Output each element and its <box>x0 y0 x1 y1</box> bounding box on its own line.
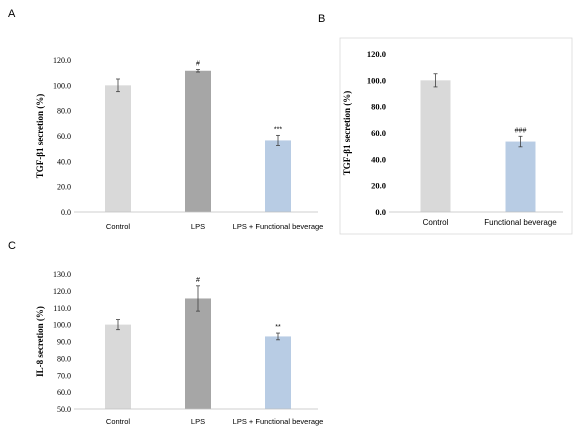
panel-c-category-label: LPS + Functional beverage <box>233 417 324 426</box>
panel-a-bar <box>265 140 291 212</box>
panel-b-y-axis-label: TGF-β1 secretion (%) <box>342 91 352 176</box>
panel-b-error-bar <box>433 73 438 88</box>
panel-label-c: C <box>8 240 16 252</box>
panel-a-ytick-label: 40.0 <box>57 157 71 166</box>
panel-a-ytick-label: 100.0 <box>53 81 71 90</box>
chart-panel-c: 50.0 60.0 70.0 80.0 90.0 100.0 110.0 120.0 130.0… <box>35 270 323 426</box>
panel-b-frame <box>339 37 573 235</box>
panel-b-error-bar <box>518 135 523 148</box>
panel-c-error-bar <box>116 319 120 331</box>
panel-a-ytick-label: 0.0 <box>61 208 71 217</box>
panel-c-ytick-label: 50.0 <box>57 405 71 414</box>
panel-c-significance-mark: # <box>196 277 200 284</box>
panel-b-ytick-label: 0.0 <box>375 207 386 217</box>
panel-b-ytick-label: 20.0 <box>371 181 386 191</box>
panel-a-error-bar <box>116 78 120 93</box>
panel-b-significance-mark: ### <box>515 127 527 134</box>
panel-a-y-axis-label: TGF-β1 secretion (%) <box>35 94 45 179</box>
panel-a-category-label: LPS <box>191 222 205 231</box>
panel-b-ytick-label: 100.0 <box>367 75 386 85</box>
panel-a-significance-mark: # <box>196 61 200 68</box>
panel-a-category-label: LPS + Functional beverage <box>233 222 324 231</box>
panel-c-error-bar <box>276 332 280 341</box>
panel-c-bar <box>265 336 291 409</box>
panel-b-ytick-label: 80.0 <box>371 102 386 112</box>
panel-b-category-label: Functional beverage <box>484 218 557 227</box>
panel-c-significance-mark: ** <box>275 324 281 331</box>
panel-a-ytick-label: 60.0 <box>57 132 71 141</box>
panel-c-ytick-label: 90.0 <box>57 338 71 347</box>
panel-a-ytick-label: 120.0 <box>53 56 71 65</box>
panel-a-ytick-label: 20.0 <box>57 183 71 192</box>
chart-panel-a: 0.0 20.0 40.0 60.0 80.0 100.0 120.0 TGF-β1 secr… <box>35 56 323 231</box>
panel-c-category-label: Control <box>106 417 131 426</box>
panel-c-error-bar <box>196 285 200 312</box>
panel-label-b: B <box>318 13 325 25</box>
panel-c-bar <box>105 324 131 409</box>
panel-c-ytick-label: 110.0 <box>53 304 71 313</box>
panel-b-ytick-label: 120.0 <box>367 49 386 59</box>
panel-a-error-bar <box>196 69 200 73</box>
panel-b-category-label: Control <box>423 218 449 227</box>
panel-a-bar <box>105 85 131 212</box>
panel-c-category-label: LPS <box>191 417 205 426</box>
panel-c-ytick-label: 70.0 <box>57 371 71 380</box>
panel-b-bar <box>505 141 536 212</box>
panel-c-ytick-label: 60.0 <box>57 388 71 397</box>
panel-c-ytick-label: 130.0 <box>53 270 71 279</box>
panel-a-category-label: Control <box>106 222 131 231</box>
panel-a-bar <box>185 70 211 213</box>
panel-c-bar <box>185 298 211 409</box>
panel-label-a: A <box>8 8 16 20</box>
chart-panel-b: 0.0 20.0 40.0 60.0 80.0 100.0 120.0 TGF-β1 secr… <box>342 49 563 227</box>
panel-a-significance-mark: *** <box>274 126 282 133</box>
panel-c-ytick-label: 100.0 <box>53 321 71 330</box>
panel-b-ytick-label: 60.0 <box>371 128 386 138</box>
panel-c-y-axis-label: IL-8 secretion (%) <box>35 306 45 377</box>
panel-a-error-bar <box>276 134 280 146</box>
panel-a-ytick-label: 80.0 <box>57 107 71 116</box>
panel-c-ytick-label: 120.0 <box>53 287 71 296</box>
panel-b-bar <box>420 80 451 212</box>
panel-b-ytick-label: 40.0 <box>371 154 386 164</box>
panel-c-ytick-label: 80.0 <box>57 354 71 363</box>
